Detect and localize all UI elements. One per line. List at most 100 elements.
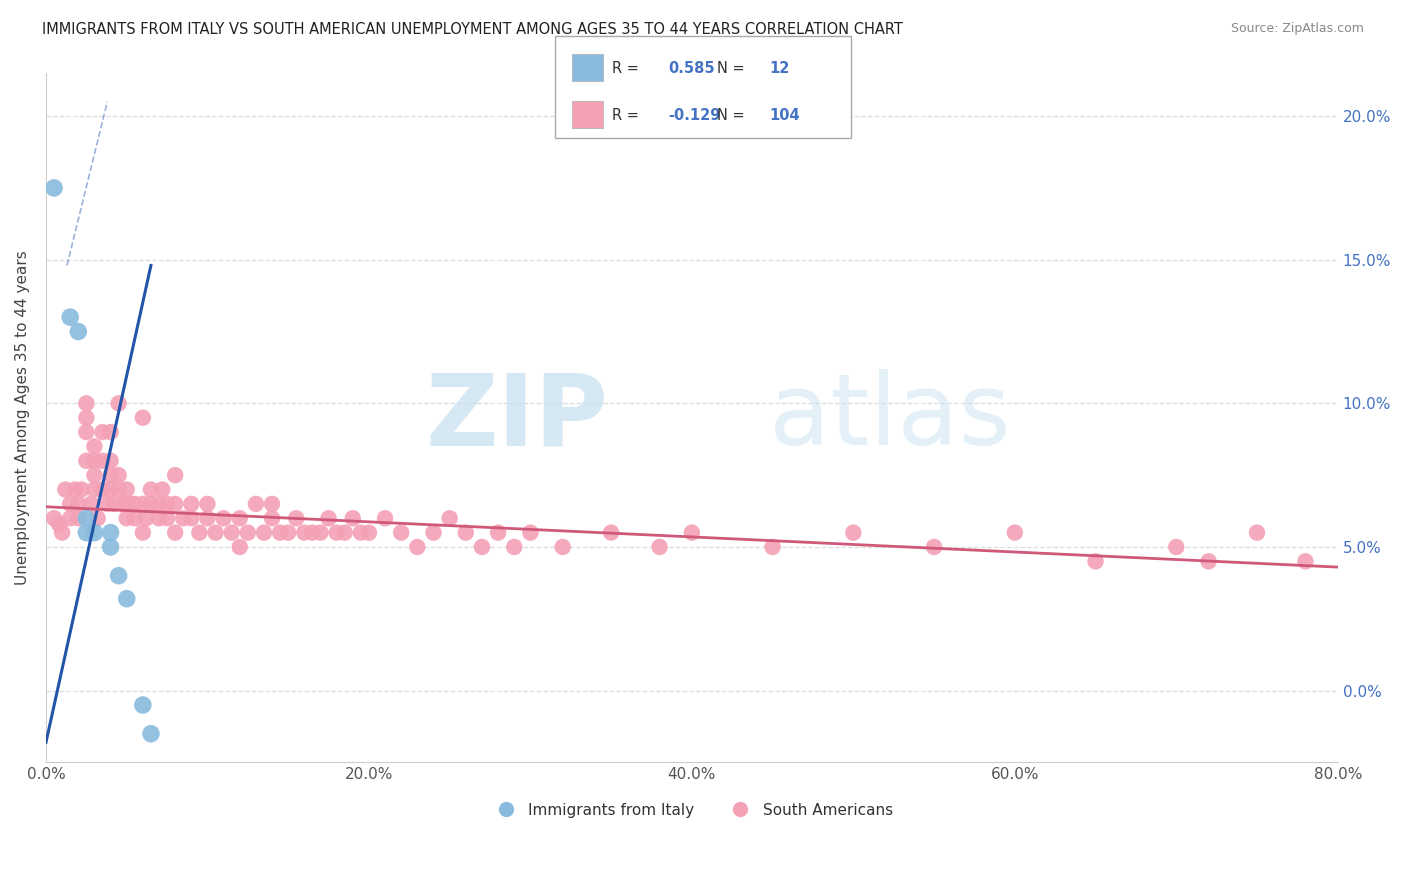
Point xyxy=(75,410,97,425)
Point xyxy=(139,483,162,497)
Point xyxy=(922,540,945,554)
Point xyxy=(156,497,179,511)
Point xyxy=(103,497,125,511)
Point xyxy=(83,439,105,453)
Point xyxy=(197,497,219,511)
Point xyxy=(551,540,574,554)
Point xyxy=(100,454,122,468)
Point xyxy=(681,525,703,540)
Text: 104: 104 xyxy=(769,109,800,123)
Point xyxy=(59,497,82,511)
Point xyxy=(96,497,118,511)
Point xyxy=(80,497,103,511)
Point xyxy=(75,454,97,468)
Point xyxy=(124,497,146,511)
Point xyxy=(439,511,461,525)
Point xyxy=(350,525,373,540)
Point xyxy=(253,525,276,540)
Point xyxy=(762,540,785,554)
Point xyxy=(107,568,129,582)
Point xyxy=(148,511,170,525)
Text: R =: R = xyxy=(612,109,643,123)
Point xyxy=(51,525,73,540)
Text: 12: 12 xyxy=(769,62,789,76)
Point xyxy=(842,525,865,540)
Point xyxy=(86,511,108,525)
Point xyxy=(53,483,76,497)
Point xyxy=(260,511,283,525)
Point xyxy=(292,525,315,540)
Point xyxy=(357,525,380,540)
Point xyxy=(100,468,122,483)
Point xyxy=(309,525,332,540)
Point xyxy=(180,497,202,511)
Point xyxy=(132,525,155,540)
Point xyxy=(150,483,173,497)
Text: N =: N = xyxy=(717,109,749,123)
Point xyxy=(63,483,86,497)
Point xyxy=(1246,525,1268,540)
Point xyxy=(318,511,340,525)
Point xyxy=(165,468,187,483)
Point xyxy=(100,525,122,540)
Text: IMMIGRANTS FROM ITALY VS SOUTH AMERICAN UNEMPLOYMENT AMONG AGES 35 TO 44 YEARS C: IMMIGRANTS FROM ITALY VS SOUTH AMERICAN … xyxy=(42,22,903,37)
Point xyxy=(115,511,138,525)
Point xyxy=(100,425,122,439)
Point xyxy=(333,525,356,540)
Point xyxy=(269,525,291,540)
Point xyxy=(91,425,114,439)
Point xyxy=(1084,554,1107,568)
Point xyxy=(1198,554,1220,568)
Point xyxy=(245,497,267,511)
Point xyxy=(112,497,135,511)
Point xyxy=(139,727,162,741)
Point xyxy=(180,511,202,525)
Point xyxy=(471,540,494,554)
Point xyxy=(124,511,146,525)
Text: R =: R = xyxy=(612,62,643,76)
Point xyxy=(75,425,97,439)
Point xyxy=(115,497,138,511)
Y-axis label: Unemployment Among Ages 35 to 44 years: Unemployment Among Ages 35 to 44 years xyxy=(15,251,30,585)
Point xyxy=(139,497,162,511)
Point xyxy=(115,483,138,497)
Point xyxy=(67,511,90,525)
Point xyxy=(229,511,252,525)
Point xyxy=(600,525,623,540)
Point xyxy=(42,181,65,195)
Point xyxy=(204,525,226,540)
Point xyxy=(91,483,114,497)
Point xyxy=(75,511,97,525)
Point xyxy=(648,540,671,554)
Legend: Immigrants from Italy, South Americans: Immigrants from Italy, South Americans xyxy=(484,797,900,823)
Point xyxy=(107,483,129,497)
Point xyxy=(406,540,429,554)
Point xyxy=(229,540,252,554)
Point xyxy=(59,310,82,325)
Point xyxy=(42,511,65,525)
Point xyxy=(75,525,97,540)
Point xyxy=(67,497,90,511)
Point xyxy=(148,497,170,511)
Point xyxy=(118,497,141,511)
Point xyxy=(83,483,105,497)
Point xyxy=(165,497,187,511)
Text: atlas: atlas xyxy=(769,369,1011,467)
Point xyxy=(132,698,155,712)
Point xyxy=(91,454,114,468)
Point xyxy=(83,525,105,540)
Point xyxy=(188,525,211,540)
Point xyxy=(454,525,477,540)
Point xyxy=(70,483,93,497)
Point xyxy=(503,540,526,554)
Point xyxy=(260,497,283,511)
Point xyxy=(100,540,122,554)
Point xyxy=(107,468,129,483)
Text: -0.129: -0.129 xyxy=(668,109,720,123)
Point xyxy=(389,525,412,540)
Point xyxy=(107,396,129,410)
Point xyxy=(135,511,157,525)
Text: ZIP: ZIP xyxy=(425,369,607,467)
Text: 0.585: 0.585 xyxy=(668,62,714,76)
Text: Source: ZipAtlas.com: Source: ZipAtlas.com xyxy=(1230,22,1364,36)
